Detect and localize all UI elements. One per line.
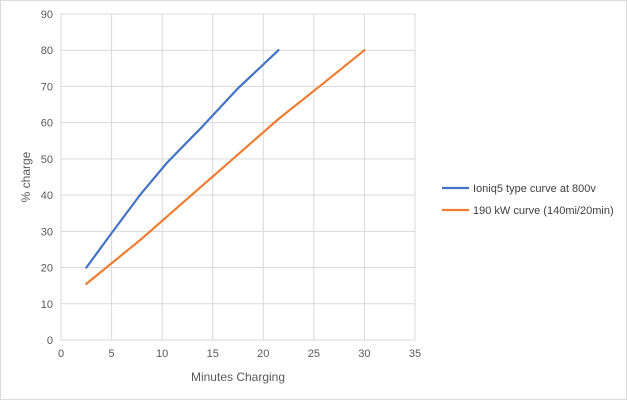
gridlines <box>60 13 416 341</box>
legend: Ioniq5 type curve at 800v 190 kW curve (1… <box>442 183 614 217</box>
x-tick-label: 30 <box>358 348 370 360</box>
x-tick-label: 5 <box>109 348 115 360</box>
legend-label-2: 190 kW curve (140mi/20min) <box>473 205 614 217</box>
y-tick-label: 90 <box>41 9 53 21</box>
y-tick-label: 80 <box>41 45 53 57</box>
x-tick-label: 10 <box>156 348 168 360</box>
x-axis-title: Minutes Charging <box>191 370 285 384</box>
y-tick-label: 10 <box>41 299 53 311</box>
legend-label-1: Ioniq5 type curve at 800v <box>473 183 596 195</box>
y-tick-label: 20 <box>41 263 53 275</box>
series-line-2 <box>85 49 366 285</box>
x-tick-label: 15 <box>207 348 219 360</box>
series-lines <box>85 49 366 285</box>
y-tick-label: 70 <box>41 81 53 93</box>
x-tick-label: 25 <box>308 348 320 360</box>
tick-labels: 0 10 20 30 40 50 60 70 80 90 0 5 10 15 20 25 30 35 <box>41 9 421 360</box>
y-axis-title: % charge <box>19 151 33 202</box>
x-tick-label: 35 <box>409 348 421 360</box>
y-tick-label: 40 <box>41 190 53 202</box>
x-tick-label: 20 <box>257 348 269 360</box>
y-tick-label: 0 <box>47 335 53 347</box>
series-line-1 <box>85 49 280 269</box>
y-tick-label: 50 <box>41 154 53 166</box>
y-tick-label: 60 <box>41 118 53 130</box>
x-tick-label: 0 <box>58 348 64 360</box>
y-tick-label: 30 <box>41 226 53 238</box>
